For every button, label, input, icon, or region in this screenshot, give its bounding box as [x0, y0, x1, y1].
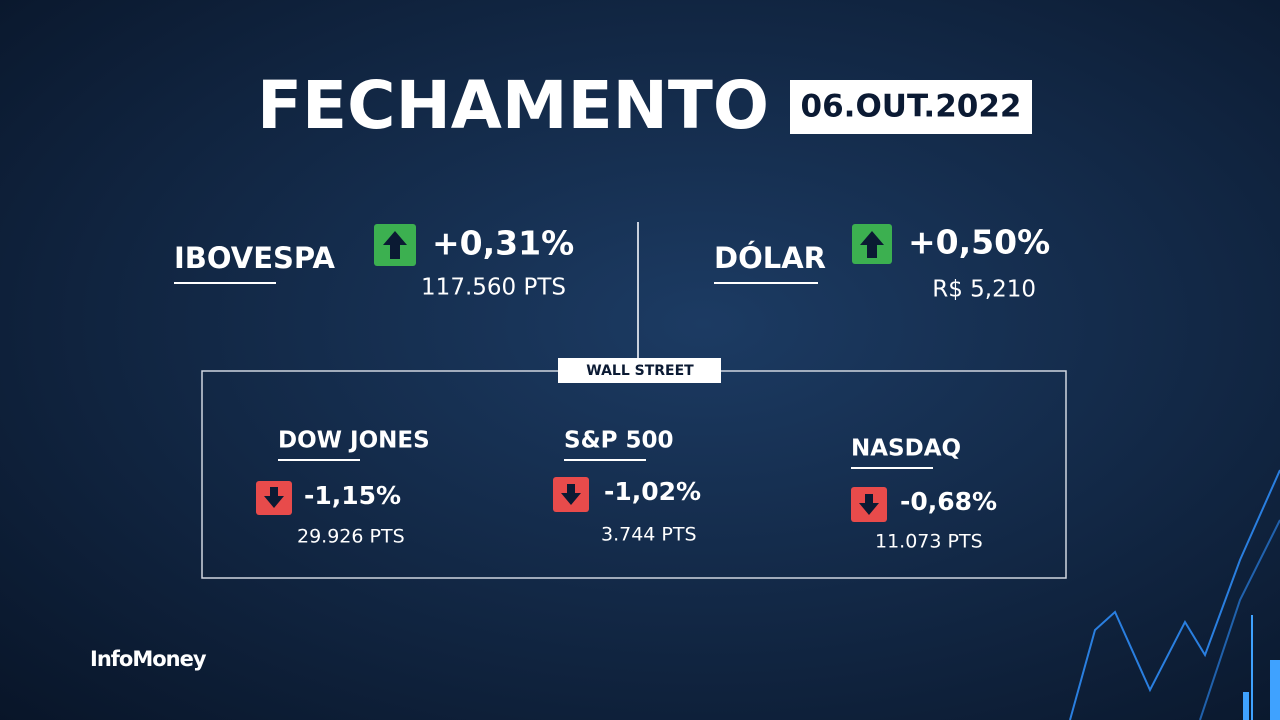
decor-candle: [1243, 692, 1249, 720]
index-name: NASDAQ: [851, 436, 961, 462]
wall-street-label-box: [558, 358, 721, 383]
change: +0,50%: [908, 223, 1050, 262]
value: 11.073 PTS: [875, 531, 983, 553]
title: FECHAMENTO: [257, 67, 769, 144]
down-arrow: [561, 484, 581, 505]
index-name: DOW JONES: [278, 428, 430, 454]
index-name: IBOVESPA: [174, 241, 336, 275]
down-arrow: [859, 494, 879, 515]
change: -1,15%: [304, 481, 401, 510]
wall-street-label: WALL STREET: [586, 363, 694, 379]
change: -0,68%: [900, 487, 997, 516]
value: 117.560 PTS: [421, 275, 566, 301]
date: 06.OUT.2022: [801, 89, 1022, 125]
value: 29.926 PTS: [297, 526, 405, 548]
down-arrow: [264, 487, 284, 508]
up-arrow: [383, 231, 407, 259]
value: R$ 5,210: [932, 277, 1036, 303]
decor-candle: [1270, 660, 1280, 720]
index-name: DÓLAR: [714, 241, 826, 275]
decor-line: [1069, 469, 1280, 720]
up-arrow: [860, 231, 884, 258]
value: 3.744 PTS: [601, 524, 697, 546]
change: +0,31%: [432, 224, 574, 263]
index-name: S&P 500: [564, 428, 674, 454]
date-box: [790, 80, 1032, 134]
decor-line: [1199, 519, 1280, 720]
brand: InfoMoney: [90, 647, 207, 671]
change: -1,02%: [604, 477, 701, 506]
